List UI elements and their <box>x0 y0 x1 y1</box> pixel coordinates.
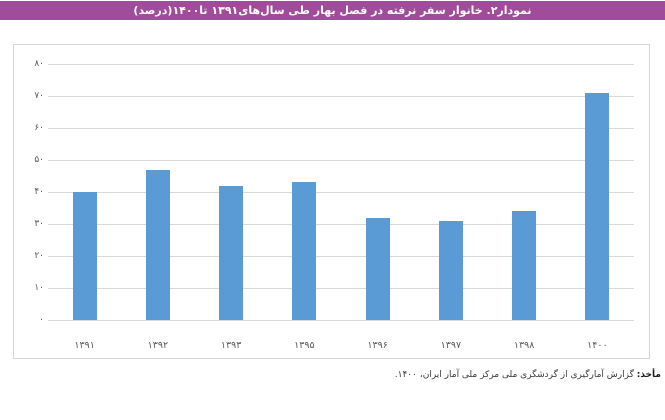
source-label: مأخذ: <box>636 370 661 380</box>
gridline <box>48 64 634 65</box>
gridline <box>48 96 634 97</box>
x-tick-label: ۱۳۹۲ <box>147 340 169 351</box>
y-tick-label: ۲۰ <box>34 251 44 261</box>
y-tick-label: ۶۰ <box>34 123 44 133</box>
x-tick-label: ۱۴۰۰ <box>587 340 608 351</box>
plot-area: ۰ ۱۰ ۲۰ ۳۰ ۴۰ ۵۰ ۶۰ ۷۰ ۸۰ ۱۳۹۱ ۱۳۹۲ ۱۳۹۳ ۱۳۹۵ ۱۳۹۶ ۱۳۹… <box>14 45 649 358</box>
x-tick-label: ۱۳۹۸ <box>513 340 535 351</box>
chart-card: ۰ ۱۰ ۲۰ ۳۰ ۴۰ ۵۰ ۶۰ ۷۰ ۸۰ ۱۳۹۱ ۱۳۹۲ ۱۳۹۳ ۱۳۹۵ ۱۳۹۶ ۱۳۹… <box>13 44 650 359</box>
gridline <box>48 288 634 289</box>
gridline <box>48 160 634 161</box>
source-text: گزارش آمارگیری از گردشگری ملی مرکز ملی آ… <box>394 370 634 380</box>
y-tick-label: ۴۰ <box>34 187 44 197</box>
x-tick-label: ۱۳۹۷ <box>440 340 462 351</box>
y-tick-label: ۵۰ <box>34 155 44 165</box>
gridline <box>48 192 634 193</box>
y-tick-label: ۰ <box>39 315 44 325</box>
gridline <box>48 224 634 225</box>
bar <box>292 182 317 320</box>
bar <box>72 192 97 320</box>
x-tick-label: ۱۳۹۵ <box>294 340 315 351</box>
y-tick-label: ۷۰ <box>34 91 44 101</box>
gridline <box>48 128 634 129</box>
y-tick-label: ۱۰ <box>34 283 44 293</box>
bar <box>145 169 170 320</box>
bar <box>365 217 390 320</box>
bar <box>219 185 244 320</box>
x-tick-label: ۱۳۹۶ <box>367 340 388 351</box>
gridline <box>48 320 634 321</box>
chart-title-banner: نمودار۲. خانوار سفر نرفته در فصل بهار طی… <box>0 1 665 20</box>
x-tick-label: ۱۳۹۳ <box>220 340 242 351</box>
bar <box>585 92 610 320</box>
y-tick-label: ۸۰ <box>34 59 44 69</box>
chart-title: نمودار۲. خانوار سفر نرفته در فصل بهار طی… <box>133 4 532 17</box>
x-tick-label: ۱۳۹۱ <box>74 340 95 351</box>
gridline <box>48 256 634 257</box>
source-note: مأخذ: گزارش آمارگیری از گردشگری ملی مرکز… <box>395 369 661 382</box>
bar <box>512 211 537 320</box>
y-tick-label: ۳۰ <box>34 219 44 229</box>
bar <box>438 220 463 320</box>
